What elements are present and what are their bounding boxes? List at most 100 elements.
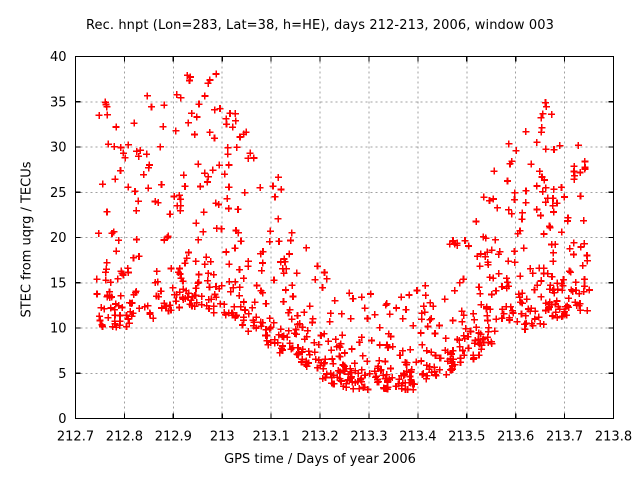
data-point-marker (288, 315, 296, 323)
data-point-marker (201, 169, 209, 177)
data-point-marker (510, 196, 518, 204)
data-point-marker (181, 259, 189, 267)
data-point-marker (417, 329, 425, 337)
data-point-marker (492, 287, 500, 295)
data-point-marker (256, 184, 264, 192)
data-point-marker (553, 297, 561, 305)
data-point-marker (274, 215, 282, 223)
data-point-marker (449, 355, 457, 363)
data-point-marker (536, 167, 544, 175)
data-point-marker (266, 227, 274, 235)
x-tick-label: 213 (210, 430, 235, 445)
data-point-marker (129, 254, 137, 262)
data-point-marker (212, 199, 220, 207)
data-point-marker (302, 357, 310, 365)
data-point-marker (449, 237, 457, 245)
data-point-marker (167, 264, 175, 272)
data-point-marker (405, 291, 413, 299)
data-point-marker (480, 193, 488, 201)
data-point-marker (490, 167, 498, 175)
data-point-marker (287, 237, 295, 245)
data-point-marker (299, 323, 307, 331)
data-point-marker (511, 258, 519, 266)
data-point-marker (227, 288, 235, 296)
data-point-marker (570, 175, 578, 183)
data-point-marker (485, 197, 493, 205)
data-point-marker (400, 369, 408, 377)
data-point-marker (556, 142, 564, 150)
data-point-marker (347, 374, 355, 382)
data-point-marker (375, 357, 383, 365)
data-point-marker (559, 282, 567, 290)
data-point-marker (537, 128, 545, 136)
data-point-marker (417, 357, 425, 365)
data-point-marker (460, 311, 468, 319)
data-point-marker (518, 299, 526, 307)
data-point-marker (124, 183, 132, 191)
data-point-marker (503, 177, 511, 185)
data-point-marker (191, 130, 199, 138)
data-point-marker (187, 296, 195, 304)
data-point-marker (236, 133, 244, 141)
data-point-marker (516, 272, 524, 280)
data-point-marker (360, 383, 368, 391)
data-point-marker (537, 212, 545, 220)
data-point-marker (491, 327, 499, 335)
data-point-marker (306, 351, 314, 359)
data-point-marker (212, 70, 220, 78)
data-point-marker (143, 150, 151, 158)
data-point-marker (406, 372, 414, 380)
data-point-marker (550, 146, 558, 154)
data-point-marker (375, 378, 383, 386)
data-point-marker (342, 383, 350, 391)
data-point-marker (483, 305, 491, 313)
data-point-marker (462, 325, 470, 333)
data-point-marker (459, 347, 467, 355)
data-point-marker (549, 249, 557, 257)
data-point-marker (285, 327, 293, 335)
y-tick-label: 5 (58, 367, 66, 382)
data-point-marker (431, 330, 439, 338)
data-point-marker (323, 275, 331, 283)
data-point-marker (477, 250, 485, 258)
data-point-marker (476, 262, 484, 270)
data-point-marker (442, 334, 450, 342)
data-point-marker (111, 175, 119, 183)
data-point-marker (542, 184, 550, 192)
data-point-marker (471, 337, 479, 345)
data-point-marker (310, 339, 318, 347)
data-point-marker (581, 158, 589, 166)
data-point-marker (124, 315, 132, 323)
data-point-marker (536, 320, 544, 328)
data-point-marker (302, 244, 310, 252)
data-point-marker (483, 312, 491, 320)
data-point-marker (426, 316, 434, 324)
data-point-marker (191, 292, 199, 300)
data-point-marker (225, 183, 233, 191)
data-point-marker (484, 258, 492, 266)
data-point-marker (239, 321, 247, 329)
data-point-marker (108, 293, 116, 301)
data-point-marker (102, 265, 110, 273)
data-point-marker (460, 351, 468, 359)
data-point-marker (548, 273, 556, 281)
data-point-marker (505, 282, 513, 290)
data-point-marker (570, 239, 578, 247)
data-point-marker (361, 371, 369, 379)
data-point-marker (253, 282, 261, 290)
data-point-marker (389, 343, 397, 351)
data-point-marker (549, 202, 557, 210)
data-point-marker (129, 309, 137, 317)
data-point-marker (135, 304, 143, 312)
data-point-marker (431, 368, 439, 376)
data-point-marker (505, 314, 513, 322)
data-point-marker (503, 274, 511, 282)
data-point-marker (522, 187, 530, 195)
data-point-marker (312, 355, 320, 363)
data-point-marker (226, 109, 234, 117)
data-point-marker (361, 304, 369, 312)
data-point-marker (570, 251, 578, 259)
data-point-marker (207, 258, 215, 266)
data-point-marker (522, 319, 530, 327)
data-point-marker (432, 351, 440, 359)
